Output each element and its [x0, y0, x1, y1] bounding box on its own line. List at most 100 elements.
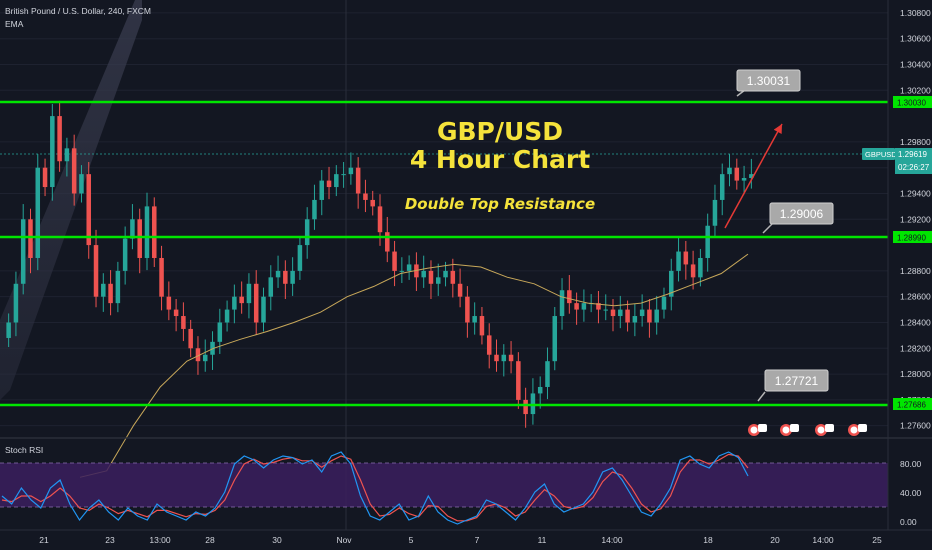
candle-body: [406, 264, 412, 271]
candle-body: [654, 309, 659, 323]
price-tick: 1.30800: [900, 8, 931, 18]
candle-body: [253, 283, 259, 323]
candle-body: [13, 283, 19, 323]
annotation-title: GBP/USD: [436, 117, 564, 146]
candle-body: [232, 296, 237, 310]
candle-body: [749, 174, 754, 179]
candle-body: [224, 309, 230, 323]
candle-body: [537, 386, 543, 394]
candle-body: [741, 178, 747, 181]
price-tick: 1.29400: [900, 188, 931, 198]
candle-body: [57, 116, 62, 162]
candle-body: [326, 180, 332, 188]
rsi-tick: 0.00: [900, 517, 917, 527]
candle-body: [137, 219, 142, 258]
candle-body: [618, 309, 623, 317]
candle-body: [472, 316, 477, 323]
candle-body: [516, 361, 521, 400]
candle-body: [719, 174, 725, 200]
candle-body: [443, 270, 448, 278]
candle-body: [239, 296, 244, 304]
candle-body: [93, 245, 99, 297]
candle-body: [50, 116, 55, 188]
candle-body: [122, 238, 128, 271]
candle-body: [283, 270, 288, 284]
last-price-tag: 1.29619 02:26:27: [895, 148, 932, 174]
candle-body: [64, 148, 70, 162]
candle-body: [20, 219, 26, 284]
time-tick: Nov: [336, 535, 352, 545]
trend-arrow[interactable]: [724, 123, 783, 229]
candle-body: [596, 303, 601, 310]
time-axis[interactable]: 21 23 13:00 28 30 Nov 5 7 11 14:00 18 20 14:00 25: [39, 535, 882, 545]
rsi-tick: 80.00: [900, 459, 922, 469]
indicator-label[interactable]: EMA: [5, 19, 24, 29]
candle-body: [290, 270, 295, 284]
candle-body: [42, 167, 48, 188]
candle-body: [166, 296, 172, 310]
price-tick: 1.28200: [900, 343, 931, 353]
rsi-axis[interactable]: 80.00 40.00 0.00: [900, 459, 922, 527]
candle-body: [581, 303, 587, 310]
rsi-label: Stoch RSI: [5, 445, 43, 455]
candle-body: [363, 193, 368, 200]
candle-body: [261, 296, 266, 323]
candle-body: [603, 309, 608, 311]
candle-body: [101, 283, 106, 297]
symbol-header: British Pound / U.S. Dollar, 240, FXCM: [5, 6, 151, 16]
candle-body: [465, 296, 470, 323]
candle-body: [115, 270, 121, 304]
callout-mid[interactable]: 1.29006: [762, 202, 834, 234]
level-tag-resistance: 1.30030: [893, 96, 932, 108]
candle-body: [574, 303, 579, 310]
time-tick: 13:00: [149, 535, 171, 545]
candle-body: [370, 199, 375, 207]
candle-body: [508, 354, 514, 362]
ticker-text: GBPUSD: [865, 150, 897, 159]
candle-body: [632, 316, 638, 323]
candle-body: [35, 167, 41, 258]
candle-body: [144, 206, 150, 258]
time-tick: 23: [105, 535, 115, 545]
candle-body: [501, 354, 507, 362]
time-tick: 7: [475, 535, 480, 545]
candle-body: [457, 283, 463, 297]
candle-body: [392, 251, 397, 271]
candle-body: [661, 296, 667, 310]
callout-support-text: 1.27721: [775, 374, 819, 388]
candle-body: [435, 277, 441, 284]
time-tick: 21: [39, 535, 49, 545]
candle-body: [348, 167, 354, 175]
candle-body: [690, 264, 696, 278]
candle-body: [130, 219, 135, 239]
price-tick: 1.28800: [900, 266, 931, 276]
event-flags[interactable]: [748, 424, 867, 436]
candle-body: [494, 354, 499, 362]
candle-body: [195, 348, 201, 362]
candle-body: [421, 270, 426, 278]
price-tick: 1.30400: [900, 59, 931, 69]
candle-body: [523, 399, 528, 415]
candle-body: [610, 309, 616, 317]
ascending-channel[interactable]: [0, 0, 142, 400]
price-tick: 1.30600: [900, 34, 931, 44]
price-tick: 1.30200: [900, 85, 931, 95]
price-tick: 1.28600: [900, 292, 931, 302]
candle-body: [486, 335, 492, 355]
level-tag-text: 1.27686: [897, 401, 926, 410]
stoch-k-line: [1, 451, 749, 525]
candle-body: [567, 290, 572, 304]
candle-body: [625, 309, 630, 323]
callout-resistance[interactable]: 1.30031: [736, 69, 801, 97]
grid: [0, 12, 888, 427]
price-tick: 1.27600: [900, 421, 931, 431]
callout-support[interactable]: 1.27721: [757, 369, 829, 402]
candles: [6, 100, 754, 428]
time-tick: 30: [272, 535, 282, 545]
candle-body: [669, 270, 674, 297]
candle-body: [334, 174, 339, 188]
price-tick: 1.29800: [900, 137, 931, 147]
price-axis[interactable]: 1.30800 1.30600 1.30400 1.30200 1.29800 1.296…: [900, 8, 931, 431]
candle-body: [552, 316, 558, 362]
